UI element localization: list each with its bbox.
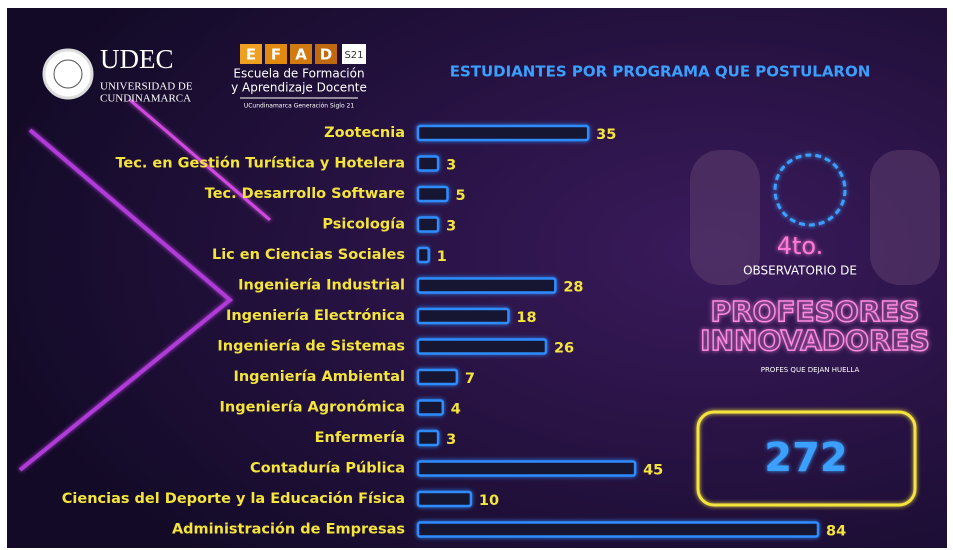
udec-logo: UDEC UNIVERSIDAD DE CUNDINAMARCA <box>42 44 193 105</box>
udec-short: UDEC <box>100 44 174 74</box>
category-label: Tec. Desarrollo Software <box>205 186 405 202</box>
category-label: Ingeniería de Sistemas <box>217 339 405 355</box>
efad-badge: S21 <box>344 50 363 61</box>
total-value: 272 <box>764 435 848 481</box>
bar <box>416 490 473 508</box>
category-label: Enfermería <box>315 430 405 446</box>
bar <box>416 399 445 416</box>
value-label: 28 <box>563 280 583 296</box>
value-label: 84 <box>826 524 846 540</box>
bar <box>416 155 440 172</box>
category-label: Administración de Empresas <box>172 522 405 538</box>
value-label: 18 <box>516 310 536 326</box>
category-label: Ciencias del Deporte y la Educación Físi… <box>62 491 405 507</box>
value-label: 35 <box>596 127 616 143</box>
bar <box>416 185 449 203</box>
seal <box>42 48 94 100</box>
category-label: Lic en Ciencias Sociales <box>212 247 405 263</box>
category-label: Tec. en Gestión Turística y Hotelera <box>115 156 405 172</box>
bar <box>416 521 820 538</box>
event-line: INNOVADORES <box>700 324 930 357</box>
efad-logo: S21 Escuela de Formación y Aprendizaje D… <box>231 44 367 110</box>
bar <box>416 216 440 233</box>
bar <box>416 460 637 477</box>
value-label: 3 <box>446 432 456 448</box>
bar <box>416 338 548 355</box>
value-label: 45 <box>643 463 663 479</box>
category-label: Psicología <box>322 217 405 233</box>
category-label: Ingeniería Industrial <box>238 278 405 294</box>
efad-tagline: UCundinamarca Generación Siglo 21 <box>244 103 355 110</box>
category-label: Zootecnia <box>324 125 405 141</box>
bar <box>416 246 430 264</box>
category-label: Ingeniería Ambiental <box>233 369 405 385</box>
value-label: 3 <box>446 158 456 174</box>
value-label: 4 <box>451 402 461 418</box>
efad-letter: F <box>271 46 281 64</box>
efad-letter: E <box>246 46 256 64</box>
udec-name: CUNDINAMARCA <box>100 93 191 105</box>
efad-letter: D <box>320 46 332 64</box>
udec-name: UNIVERSIDAD DE <box>100 81 193 93</box>
efad-name: y Aprendizaje Docente <box>231 81 367 95</box>
total-box <box>696 410 917 507</box>
person-photo <box>870 150 940 285</box>
event-line: PROFESORES <box>711 295 920 328</box>
bar <box>416 307 510 325</box>
bar <box>416 368 459 386</box>
person-photo <box>690 150 760 285</box>
efad-letter: A <box>295 46 307 64</box>
bar <box>416 124 590 142</box>
efad-tile <box>315 44 337 64</box>
efad-tile <box>265 44 287 64</box>
efad-tile <box>290 44 312 64</box>
decor-line <box>129 98 271 222</box>
chart-title: ESTUDIANTES POR PROGRAMA QUE POSTULARON <box>450 63 871 81</box>
seal-inner <box>53 59 83 89</box>
value-label: 7 <box>465 371 475 387</box>
bar <box>416 429 440 447</box>
value-label: 1 <box>437 249 447 265</box>
event-edition: 4to. <box>777 232 824 260</box>
category-label: Ingeniería Agronómica <box>220 400 405 416</box>
category-label: Contaduría Pública <box>250 461 405 477</box>
fingerprint <box>773 153 847 227</box>
badge <box>342 44 366 64</box>
efad-tile <box>240 44 262 64</box>
value-label: 10 <box>479 493 499 509</box>
bar <box>416 277 557 294</box>
value-label: 3 <box>446 219 456 235</box>
efad-name: Escuela de Formación <box>233 67 364 81</box>
value-label: 26 <box>554 341 574 357</box>
event-line: OBSERVATORIO DE <box>743 264 857 278</box>
decor-line <box>18 128 234 472</box>
value-label: 5 <box>455 188 465 204</box>
category-label: Ingeniería Electrónica <box>226 308 405 324</box>
event-slogan: PROFES QUE DEJAN HUELLA <box>761 366 860 374</box>
